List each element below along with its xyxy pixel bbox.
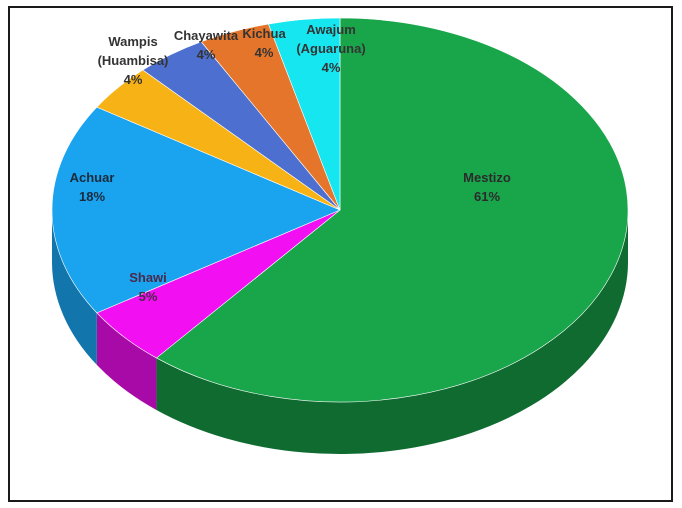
- pie-side-achuar: [52, 210, 97, 365]
- pie-label-line: 4%: [322, 60, 341, 75]
- pie-label-mestizo: Mestizo 61%: [463, 170, 511, 204]
- pie-side-mestizo: [156, 210, 629, 455]
- pie-slice-achuar: [51, 106, 341, 314]
- pie-slices: [51, 17, 629, 403]
- pie-label-line: Awajum: [306, 22, 356, 37]
- pie-label-line: (Huambisa): [98, 53, 169, 68]
- pie-label-line: 18%: [79, 189, 105, 204]
- pie-slice-awajum-aguaruna: [267, 17, 341, 211]
- pie-side-shawi: [96, 312, 157, 410]
- pie-labels: Mestizo 61% Shawi 5% Achuar 18% Wampis (Huambis…: [70, 22, 511, 304]
- pie-label-shawi: Shawi 5%: [129, 270, 167, 304]
- pie-label-line: (Aguaruna): [296, 41, 365, 56]
- pie-label-kichua: Kichua 4%: [242, 26, 286, 60]
- pie-label-chayawita: Chayawita 4%: [174, 28, 239, 62]
- pie-label-line: Achuar: [70, 170, 115, 185]
- pie-label-line: 4%: [197, 47, 216, 62]
- pie-label-achuar: Achuar 18%: [70, 170, 115, 204]
- pie-label-line: 4%: [124, 72, 143, 87]
- pie-label-wampis-huambisa: Wampis (Huambisa) 4%: [98, 34, 169, 87]
- pie-label-line: 4%: [255, 45, 274, 60]
- pie-sides: [52, 210, 629, 455]
- pie-label-line: Mestizo: [463, 170, 511, 185]
- pie-label-line: Kichua: [242, 26, 286, 41]
- pie-label-line: Wampis: [108, 34, 157, 49]
- pie-label-line: 61%: [474, 189, 500, 204]
- pie-label-line: Shawi: [129, 270, 167, 285]
- pie-label-line: 5%: [139, 289, 158, 304]
- pie-slice-mestizo: [155, 17, 629, 403]
- pie-label-awajum-aguaruna: Awajum (Aguaruna) 4%: [296, 22, 365, 75]
- pie-label-line: Chayawita: [174, 28, 239, 43]
